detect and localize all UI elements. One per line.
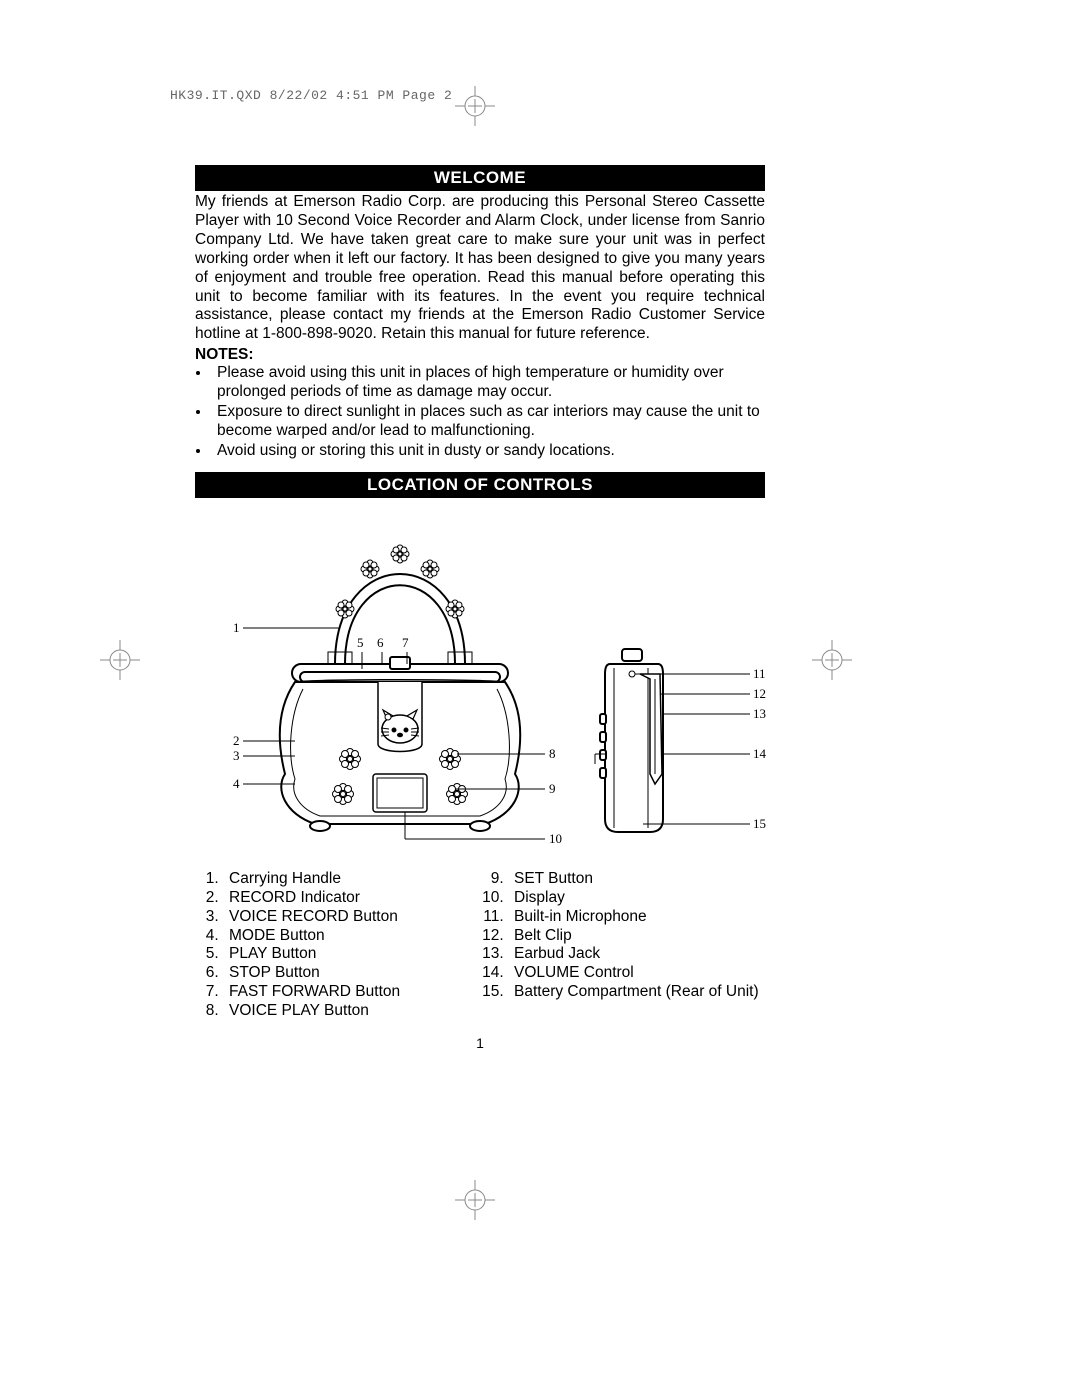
controls-list-right: SET Button Display Built-in Microphone B… [480, 870, 765, 1002]
control-item: Built-in Microphone [508, 908, 765, 927]
callout-8: 8 [549, 746, 556, 762]
location-header: LOCATION OF CONTROLS [195, 472, 765, 498]
callout-10: 10 [549, 831, 562, 847]
callout-11: 11 [753, 666, 766, 682]
control-item: FAST FORWARD Button [223, 983, 480, 1002]
print-header-slug: HK39.IT.QXD 8/22/02 4:51 PM Page 2 [170, 88, 452, 103]
crop-mark-bottom [455, 1180, 495, 1220]
control-item: RECORD Indicator [223, 889, 480, 908]
control-item: Belt Clip [508, 927, 765, 946]
callout-7: 7 [402, 635, 409, 651]
callout-15: 15 [753, 816, 766, 832]
crop-mark-right [812, 640, 852, 680]
control-item: MODE Button [223, 927, 480, 946]
callout-6: 6 [377, 635, 384, 651]
control-item: Carrying Handle [223, 870, 480, 889]
controls-diagram: 1 5 6 7 2 3 4 8 9 10 11 12 13 14 15 [195, 504, 765, 864]
welcome-header: WELCOME [195, 165, 765, 191]
notes-list: Please avoid using this unit in places o… [195, 364, 765, 461]
control-item: PLAY Button [223, 945, 480, 964]
notes-label: NOTES: [195, 346, 765, 364]
crop-mark-top [455, 86, 495, 126]
control-item: SET Button [508, 870, 765, 889]
control-item: VOLUME Control [508, 964, 765, 983]
page-number: 1 [195, 1035, 765, 1051]
control-item: VOICE PLAY Button [223, 1002, 480, 1021]
callout-1: 1 [233, 620, 240, 636]
welcome-body: My friends at Emerson Radio Corp. are pr… [195, 193, 765, 344]
callout-9: 9 [549, 781, 556, 797]
notes-item: Avoid using or storing this unit in dust… [211, 442, 765, 461]
callout-5: 5 [357, 635, 364, 651]
control-item: VOICE RECORD Button [223, 908, 480, 927]
control-item: Display [508, 889, 765, 908]
notes-item: Please avoid using this unit in places o… [211, 364, 765, 402]
controls-list-left: Carrying Handle RECORD Indicator VOICE R… [195, 870, 480, 1021]
controls-legend: Carrying Handle RECORD Indicator VOICE R… [195, 870, 765, 1021]
notes-item: Exposure to direct sunlight in places su… [211, 403, 765, 441]
callout-3: 3 [233, 748, 240, 764]
callout-12: 12 [753, 686, 766, 702]
callout-14: 14 [753, 746, 766, 762]
callout-2: 2 [233, 733, 240, 749]
callout-13: 13 [753, 706, 766, 722]
crop-mark-left [100, 640, 140, 680]
page-content: WELCOME My friends at Emerson Radio Corp… [195, 165, 765, 1051]
control-item: Battery Compartment (Rear of Unit) [508, 983, 765, 1002]
callout-4: 4 [233, 776, 240, 792]
control-item: Earbud Jack [508, 945, 765, 964]
control-item: STOP Button [223, 964, 480, 983]
